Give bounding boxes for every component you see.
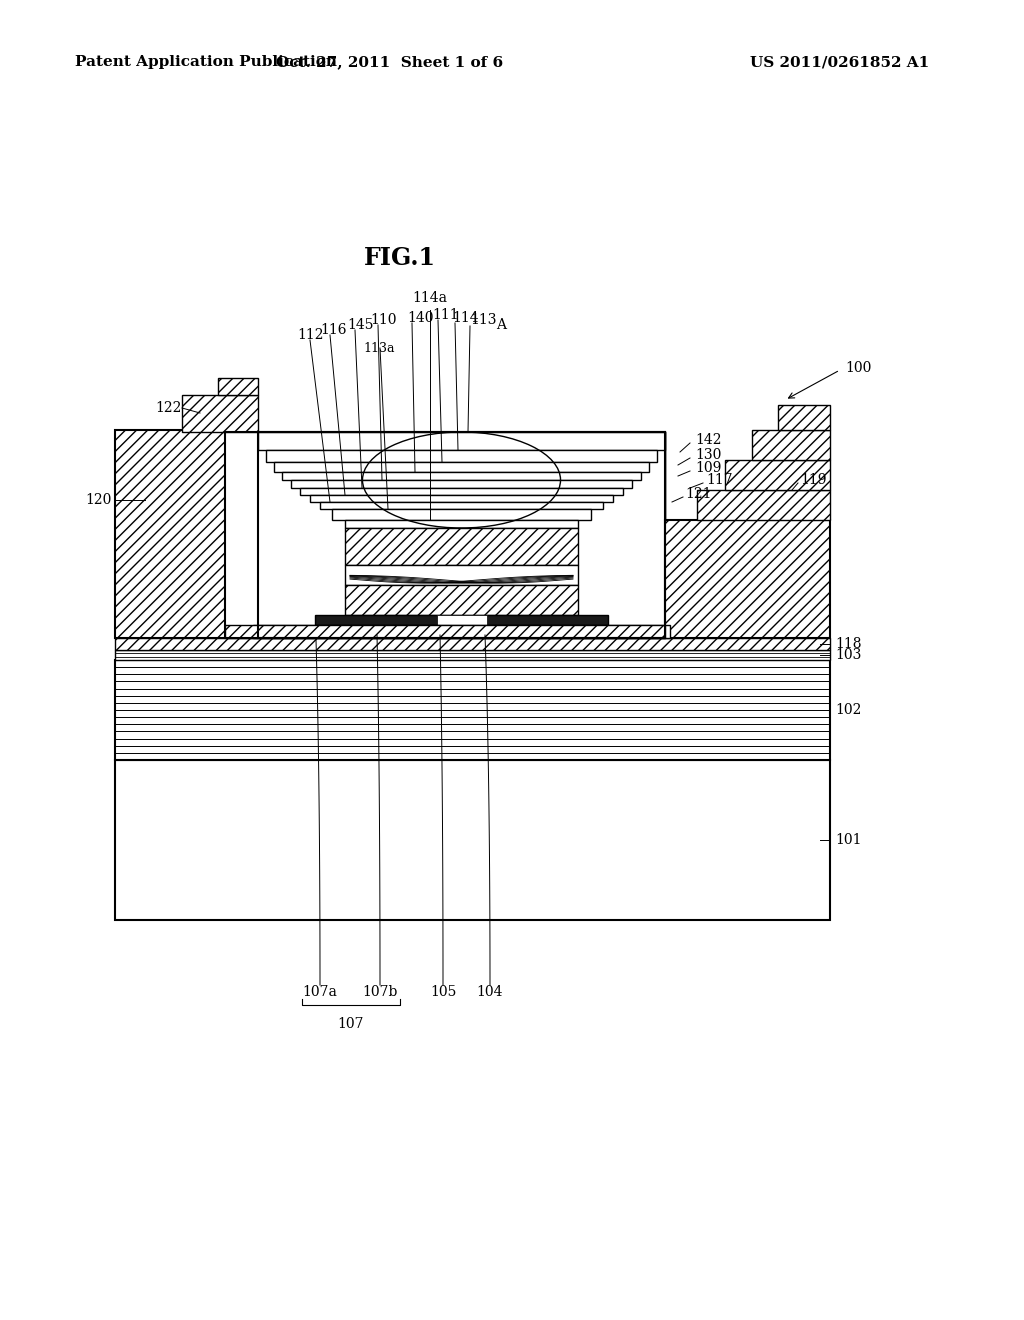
Text: 114: 114	[452, 312, 478, 325]
Bar	[300, 488, 623, 495]
Text: 114a: 114a	[413, 290, 447, 305]
Text: 105: 105	[430, 985, 456, 999]
Bar	[258, 432, 665, 638]
Bar	[778, 405, 830, 430]
Bar	[665, 520, 830, 638]
Bar	[345, 528, 578, 565]
Text: 101: 101	[835, 833, 861, 847]
Text: 118: 118	[835, 638, 861, 651]
Bar	[345, 520, 578, 528]
Text: 100: 100	[845, 360, 871, 375]
Text: 110: 110	[370, 313, 396, 327]
Text: 119: 119	[800, 473, 826, 487]
Bar	[291, 480, 632, 488]
Text: 120: 120	[85, 492, 112, 507]
Bar	[258, 432, 665, 450]
Text: 112: 112	[297, 327, 324, 342]
Text: 102: 102	[835, 704, 861, 717]
Text: 140: 140	[407, 312, 433, 325]
Bar	[282, 473, 641, 480]
Bar	[115, 760, 830, 920]
Text: 116: 116	[319, 323, 346, 337]
Bar	[315, 615, 608, 624]
Text: 104: 104	[477, 985, 503, 999]
Text: 122: 122	[155, 401, 181, 414]
Text: 117: 117	[706, 473, 732, 487]
Text: 111: 111	[432, 308, 459, 322]
Bar	[218, 378, 258, 395]
Bar	[115, 430, 225, 638]
Bar	[697, 490, 830, 520]
Text: 103: 103	[835, 648, 861, 663]
Bar	[115, 638, 830, 649]
Text: 107a: 107a	[302, 985, 338, 999]
Text: 113a: 113a	[362, 342, 394, 355]
Text: 142: 142	[695, 433, 722, 447]
Bar	[725, 459, 830, 490]
Bar	[182, 395, 258, 432]
Text: 121: 121	[685, 487, 712, 502]
Bar	[225, 624, 665, 638]
Text: 113: 113	[470, 313, 497, 327]
Bar	[115, 660, 830, 760]
Text: 107: 107	[338, 1016, 365, 1031]
Bar	[274, 462, 649, 473]
Text: 107b: 107b	[362, 985, 397, 999]
Text: FIG.1: FIG.1	[364, 246, 436, 271]
Text: US 2011/0261852 A1: US 2011/0261852 A1	[750, 55, 929, 69]
Text: Patent Application Publication: Patent Application Publication	[75, 55, 337, 69]
Bar	[253, 624, 670, 638]
Bar	[266, 450, 657, 462]
Bar	[345, 565, 578, 585]
Text: Oct. 27, 2011  Sheet 1 of 6: Oct. 27, 2011 Sheet 1 of 6	[276, 55, 504, 69]
Text: A: A	[496, 318, 506, 333]
Bar	[345, 585, 578, 615]
Text: 145: 145	[347, 318, 374, 333]
Bar	[752, 430, 830, 459]
Bar	[310, 495, 613, 502]
Text: 109: 109	[695, 461, 721, 475]
Text: 130: 130	[695, 447, 721, 462]
Bar	[115, 649, 830, 660]
Bar	[319, 502, 603, 510]
Bar	[332, 510, 591, 520]
Bar	[436, 615, 486, 624]
